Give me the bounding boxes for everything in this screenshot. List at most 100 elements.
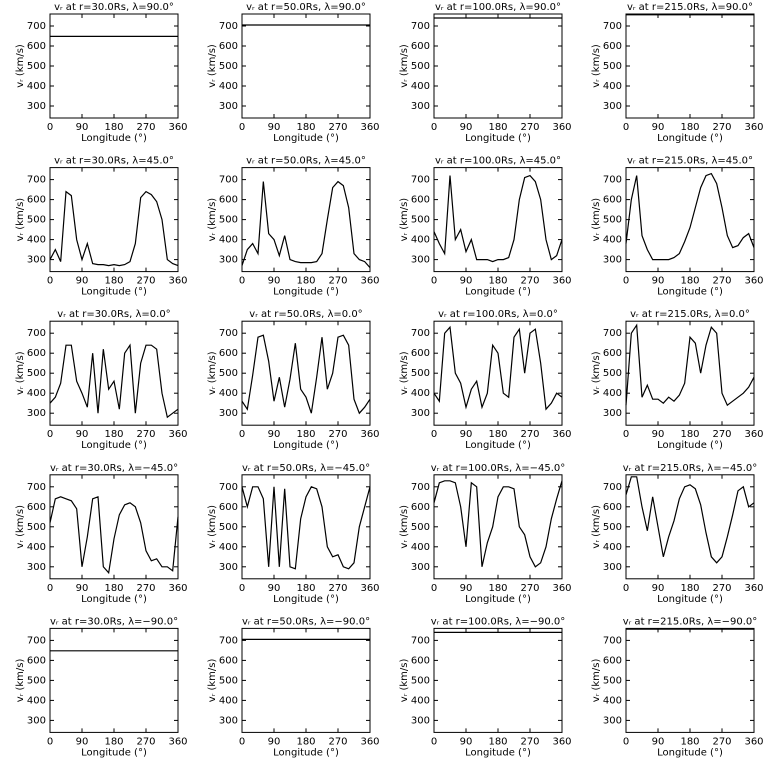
- x-axis-label: Longitude (°): [465, 133, 531, 144]
- y-tick-label: 700: [219, 175, 238, 186]
- x-tick-label: 0: [239, 429, 245, 440]
- x-tick-label: 180: [488, 583, 507, 594]
- y-tick-label: 500: [27, 368, 46, 379]
- plot-frame: [625, 474, 755, 580]
- x-tick-label: 90: [268, 583, 281, 594]
- x-tick-label: 0: [239, 122, 245, 133]
- x-axis-label: Longitude (°): [273, 440, 339, 451]
- y-tick-label: 400: [411, 542, 430, 553]
- data-line: [49, 190, 179, 267]
- x-axis-label: Longitude (°): [465, 747, 531, 758]
- y-tick-label: 300: [603, 715, 622, 726]
- x-tick-label: 270: [328, 583, 347, 594]
- x-tick-label: 270: [712, 736, 731, 747]
- x-axis-label: Longitude (°): [657, 133, 723, 144]
- y-axis-label: vᵣ (km/s): [207, 659, 218, 703]
- y-tick-label: 400: [219, 388, 238, 399]
- panel: vᵣ at r=215.0Rs, λ=90.0° 0 90 180 270 360 300 4…: [591, 2, 764, 144]
- y-tick-label: 300: [603, 255, 622, 266]
- y-tick-label: 700: [27, 175, 46, 186]
- y-tick-label: 300: [219, 255, 238, 266]
- y-axis-label: vᵣ (km/s): [399, 659, 410, 703]
- panel: vᵣ at r=30.0Rs, λ=45.0° 0 90 180 270 360 300 40…: [15, 156, 188, 298]
- x-axis-label: Longitude (°): [81, 747, 147, 758]
- y-axis-label: vᵣ (km/s): [591, 659, 602, 703]
- x-tick-label: 360: [168, 736, 187, 747]
- y-tick-label: 700: [411, 328, 430, 339]
- x-tick-label: 270: [712, 429, 731, 440]
- x-tick-label: 270: [136, 736, 155, 747]
- y-tick-label: 700: [603, 482, 622, 493]
- x-tick-label: 90: [652, 429, 665, 440]
- x-tick-label: 180: [488, 122, 507, 133]
- x-tick-label: 0: [239, 736, 245, 747]
- y-tick-label: 300: [27, 408, 46, 419]
- panel-title: vᵣ at r=50.0Rs, λ=90.0°: [246, 2, 366, 13]
- plot-frame: [625, 627, 755, 733]
- x-tick-label: 90: [460, 122, 473, 133]
- y-tick-label: 600: [411, 41, 430, 52]
- x-tick-label: 90: [460, 736, 473, 747]
- x-tick-label: 270: [520, 429, 539, 440]
- y-tick-label: 600: [411, 655, 430, 666]
- x-tick-label: 90: [76, 276, 89, 287]
- panel-title: vᵣ at r=50.0Rs, λ=0.0°: [249, 309, 362, 320]
- y-tick-label: 500: [411, 215, 430, 226]
- plot-frame: [49, 167, 179, 273]
- y-tick-label: 300: [411, 101, 430, 112]
- x-tick-label: 270: [520, 276, 539, 287]
- y-tick-label: 700: [27, 635, 46, 646]
- panel-title: vᵣ at r=100.0Rs, λ=−45.0°: [431, 463, 566, 474]
- x-axis-label: Longitude (°): [657, 440, 723, 451]
- panel: vᵣ at r=30.0Rs, λ=−90.0° 0 90 180 270 360 300 4…: [15, 616, 188, 758]
- data-line: [433, 174, 563, 263]
- x-tick-label: 180: [680, 583, 699, 594]
- x-tick-label: 360: [360, 429, 379, 440]
- x-tick-label: 90: [268, 429, 281, 440]
- panel-title: vᵣ at r=100.0Rs, λ=0.0°: [438, 309, 558, 320]
- y-tick-label: 600: [219, 655, 238, 666]
- plot-frame: [433, 13, 563, 119]
- panel-title: vᵣ at r=215.0Rs, λ=−45.0°: [623, 463, 758, 474]
- panel-title: vᵣ at r=215.0Rs, λ=90.0°: [627, 2, 753, 13]
- x-tick-label: 90: [460, 429, 473, 440]
- x-tick-label: 180: [680, 429, 699, 440]
- y-tick-label: 700: [219, 21, 238, 32]
- x-tick-label: 360: [552, 276, 571, 287]
- x-tick-label: 0: [47, 583, 53, 594]
- y-tick-label: 400: [603, 542, 622, 553]
- panel-title: vᵣ at r=30.0Rs, λ=90.0°: [54, 2, 174, 13]
- x-tick-label: 360: [168, 583, 187, 594]
- y-tick-label: 500: [219, 675, 238, 686]
- plot-frame: [241, 13, 371, 119]
- panel-title: vᵣ at r=215.0Rs, λ=0.0°: [630, 309, 750, 320]
- x-axis-label: Longitude (°): [273, 287, 339, 298]
- y-tick-label: 500: [27, 675, 46, 686]
- y-tick-label: 600: [603, 195, 622, 206]
- x-tick-label: 0: [431, 736, 437, 747]
- plot-frame: [241, 320, 371, 426]
- x-axis-label: Longitude (°): [657, 594, 723, 605]
- x-tick-label: 180: [296, 429, 315, 440]
- y-tick-label: 700: [603, 328, 622, 339]
- x-tick-label: 0: [623, 429, 629, 440]
- x-tick-label: 0: [623, 736, 629, 747]
- data-line: [625, 323, 755, 407]
- y-tick-label: 300: [603, 101, 622, 112]
- y-tick-label: 600: [27, 502, 46, 513]
- y-axis-label: vᵣ (km/s): [399, 198, 410, 242]
- y-tick-label: 300: [603, 408, 622, 419]
- x-tick-label: 180: [680, 736, 699, 747]
- x-tick-label: 90: [652, 276, 665, 287]
- data-line: [49, 495, 179, 575]
- y-tick-label: 700: [27, 482, 46, 493]
- x-tick-label: 0: [47, 736, 53, 747]
- x-tick-label: 360: [744, 736, 763, 747]
- plot-frame: [241, 474, 371, 580]
- x-tick-label: 180: [296, 583, 315, 594]
- panel-title: vᵣ at r=30.0Rs, λ=0.0°: [57, 309, 170, 320]
- x-tick-label: 270: [136, 583, 155, 594]
- y-tick-label: 600: [27, 655, 46, 666]
- x-tick-label: 90: [268, 122, 281, 133]
- x-tick-label: 0: [623, 583, 629, 594]
